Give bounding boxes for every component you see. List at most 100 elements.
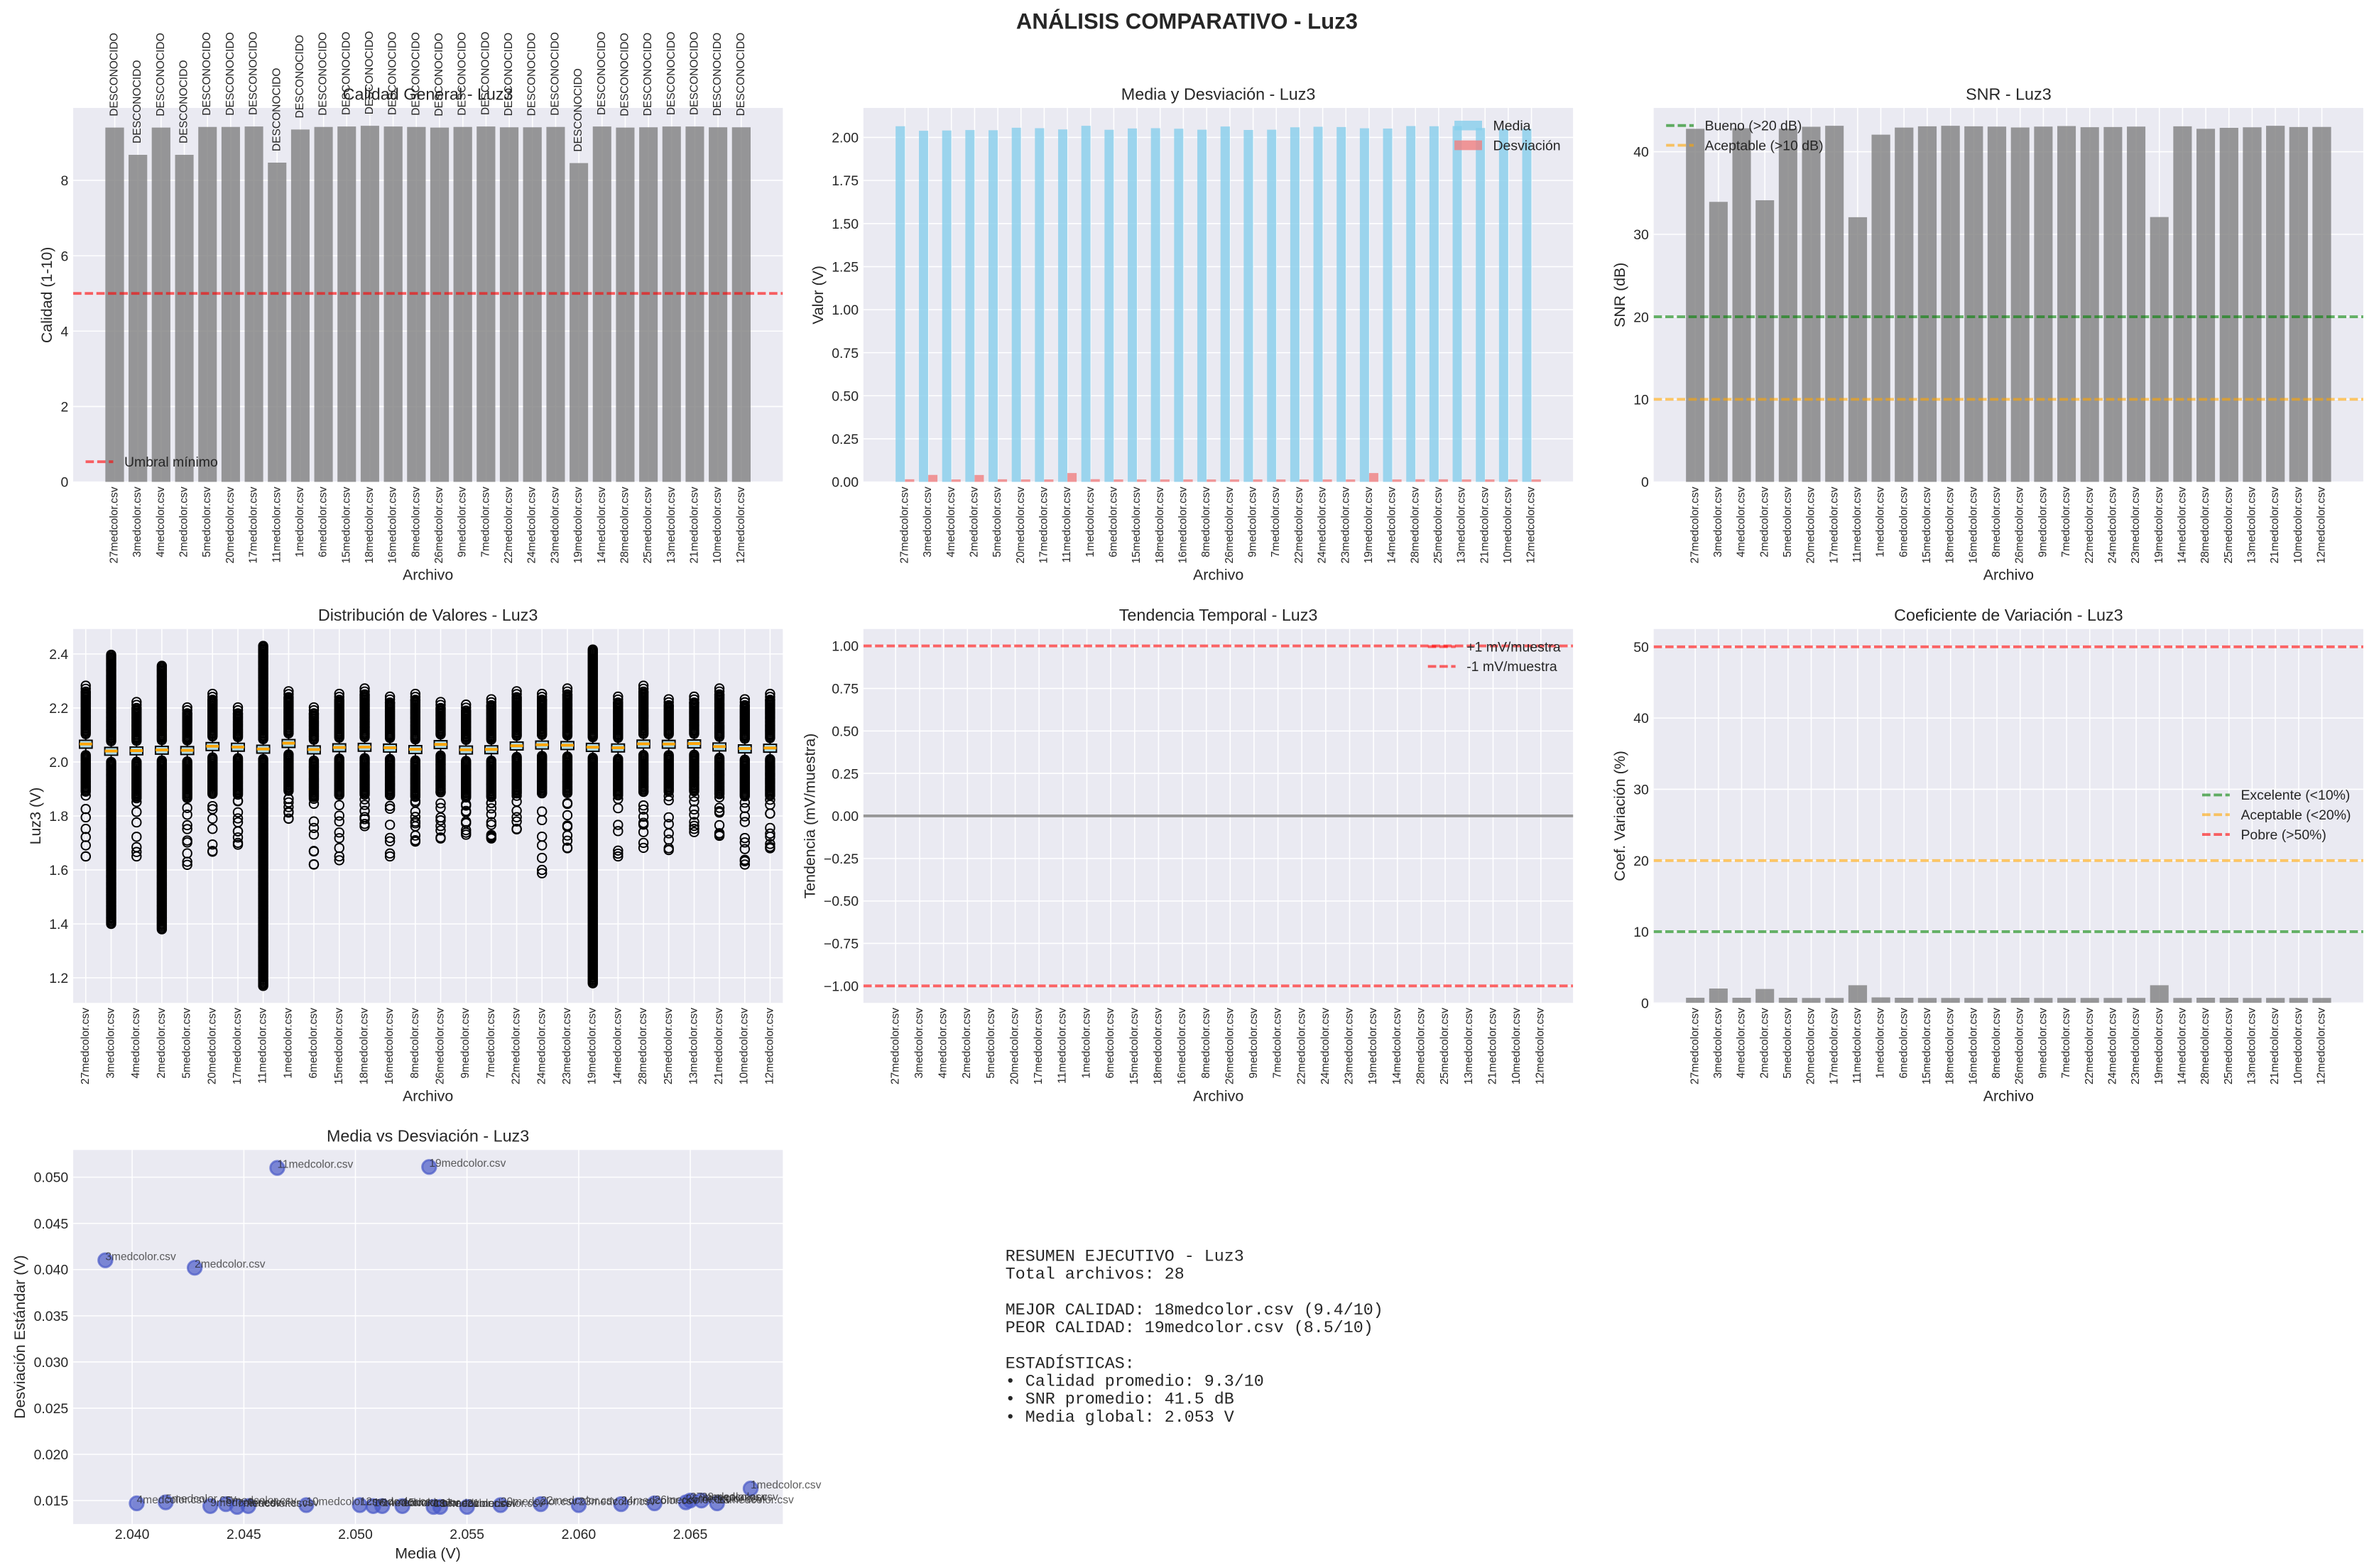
svg-text:6medcolor.csv: 6medcolor.csv [1897, 486, 1910, 557]
svg-text:16medcolor.csv: 16medcolor.csv [383, 1008, 396, 1084]
svg-text:18medcolor.csv: 18medcolor.csv [358, 1008, 370, 1084]
svg-text:23medcolor.csv: 23medcolor.csv [579, 1496, 655, 1508]
svg-text:4medcolor.csv: 4medcolor.csv [937, 1008, 949, 1079]
svg-text:16medcolor.csv: 16medcolor.csv [1967, 486, 1979, 563]
svg-text:7medcolor.csv: 7medcolor.csv [1270, 486, 1282, 557]
svg-text:10medcolor.csv: 10medcolor.csv [2292, 486, 2304, 563]
svg-text:25medcolor.csv: 25medcolor.csv [2223, 1008, 2235, 1084]
svg-text:19medcolor.csv: 19medcolor.csv [429, 1158, 506, 1170]
svg-text:12medcolor.csv: 12medcolor.csv [763, 1008, 775, 1084]
svg-text:26medcolor.csv: 26medcolor.csv [655, 1494, 731, 1506]
svg-text:12medcolor.csv: 12medcolor.csv [1525, 486, 1537, 563]
svg-text:DESCONOCIDO: DESCONOCIDO [410, 32, 422, 115]
svg-text:2medcolor.csv: 2medcolor.csv [156, 1008, 168, 1079]
svg-text:• Media global: 2.053 V: • Media global: 2.053 V [1006, 1409, 1234, 1427]
svg-text:16medcolor.csv: 16medcolor.csv [387, 486, 399, 563]
svg-text:Archivo: Archivo [403, 1088, 453, 1105]
svg-text:2medcolor.csv: 2medcolor.csv [178, 486, 190, 557]
svg-text:DESCONOCIDO: DESCONOCIDO [178, 60, 190, 143]
svg-text:10medcolor.csv: 10medcolor.csv [2292, 1008, 2304, 1084]
svg-text:+1 mV/muestra: +1 mV/muestra [1466, 639, 1561, 655]
svg-text:DESCONOCIDO: DESCONOCIDO [479, 32, 491, 115]
svg-text:5medcolor.csv: 5medcolor.csv [201, 486, 213, 557]
svg-text:14medcolor.csv: 14medcolor.csv [1391, 1008, 1403, 1084]
svg-text:PEOR CALIDAD: 19medcolor.csv (: PEOR CALIDAD: 19medcolor.csv (8.5/10) [1006, 1319, 1373, 1338]
svg-text:17medcolor.csv: 17medcolor.csv [440, 1498, 517, 1510]
svg-text:4medcolor.csv: 4medcolor.csv [945, 486, 957, 557]
svg-text:19medcolor.csv: 19medcolor.csv [2153, 486, 2165, 563]
svg-text:DESCONOCIDO: DESCONOCIDO [155, 33, 167, 116]
svg-text:Media vs Desviación - Luz3: Media vs Desviación - Luz3 [327, 1127, 529, 1145]
svg-text:16medcolor.csv: 16medcolor.csv [374, 1497, 450, 1509]
svg-text:−0.75: −0.75 [824, 937, 859, 952]
svg-text:1.00: 1.00 [832, 303, 859, 318]
svg-text:DESCONOCIDO: DESCONOCIDO [248, 32, 260, 115]
svg-text:15medcolor.csv: 15medcolor.csv [1131, 486, 1143, 563]
svg-text:5medcolor.csv: 5medcolor.csv [1782, 486, 1794, 557]
svg-text:20medcolor.csv: 20medcolor.csv [1805, 486, 1817, 563]
svg-text:0.25: 0.25 [832, 432, 859, 447]
svg-text:27medcolor.csv: 27medcolor.csv [1689, 486, 1701, 563]
svg-text:6medcolor.csv: 6medcolor.csv [1107, 486, 1119, 557]
svg-text:0.00: 0.00 [832, 809, 859, 824]
svg-text:Distribución de Valores - Luz3: Distribución de Valores - Luz3 [318, 606, 538, 624]
svg-text:0.50: 0.50 [832, 388, 859, 404]
svg-text:2.040: 2.040 [115, 1527, 150, 1542]
svg-text:12medcolor.csv: 12medcolor.csv [735, 486, 747, 563]
svg-text:24medcolor.csv: 24medcolor.csv [621, 1495, 698, 1507]
svg-text:18medcolor.csv: 18medcolor.csv [1944, 486, 1956, 563]
svg-text:• Calidad promedio: 9.3/10: • Calidad promedio: 9.3/10 [1006, 1373, 1264, 1392]
svg-text:DESCONOCIDO: DESCONOCIDO [201, 32, 213, 115]
svg-text:7medcolor.csv: 7medcolor.csv [485, 1008, 497, 1079]
svg-text:Archivo: Archivo [403, 567, 453, 584]
svg-text:25medcolor.csv: 25medcolor.csv [642, 486, 654, 563]
svg-text:24medcolor.csv: 24medcolor.csv [2106, 1008, 2118, 1084]
svg-text:20: 20 [1633, 310, 1649, 325]
svg-text:26medcolor.csv: 26medcolor.csv [435, 1008, 447, 1084]
svg-text:MEJOR CALIDAD: 18medcolor.csv: MEJOR CALIDAD: 18medcolor.csv (9.4/10) [1006, 1302, 1383, 1320]
svg-text:11medcolor.csv: 11medcolor.csv [277, 1159, 353, 1171]
svg-text:ANÁLISIS COMPARATIVO - Luz3: ANÁLISIS COMPARATIVO - Luz3 [1016, 9, 1358, 34]
svg-text:2: 2 [60, 399, 68, 415]
svg-text:0.015: 0.015 [34, 1493, 69, 1509]
svg-text:21medcolor.csv: 21medcolor.csv [689, 486, 701, 563]
svg-text:11medcolor.csv: 11medcolor.csv [1851, 1008, 1863, 1084]
svg-text:Desviación Estándar (V): Desviación Estándar (V) [11, 1255, 28, 1418]
svg-text:17medcolor.csv: 17medcolor.csv [1828, 486, 1840, 563]
svg-text:27medcolor.csv: 27medcolor.csv [889, 1008, 901, 1084]
svg-text:8: 8 [60, 173, 68, 189]
svg-text:0.25: 0.25 [832, 766, 859, 782]
svg-text:10medcolor.csv: 10medcolor.csv [712, 486, 724, 563]
svg-text:1.6: 1.6 [49, 863, 68, 878]
svg-text:23medcolor.csv: 23medcolor.csv [561, 1008, 573, 1084]
svg-text:9medcolor.csv: 9medcolor.csv [2037, 1008, 2049, 1079]
svg-text:23medcolor.csv: 23medcolor.csv [1344, 1008, 1356, 1084]
svg-text:Pobre (>50%): Pobre (>50%) [2240, 827, 2326, 843]
svg-text:20medcolor.csv: 20medcolor.csv [501, 1496, 577, 1508]
svg-text:10: 10 [1633, 925, 1649, 940]
svg-text:30: 30 [1633, 227, 1649, 243]
svg-text:SNR - Luz3: SNR - Luz3 [1966, 85, 2052, 103]
svg-text:0.00: 0.00 [832, 475, 859, 491]
svg-text:17medcolor.csv: 17medcolor.csv [232, 1008, 244, 1084]
svg-text:DESCONOCIDO: DESCONOCIDO [271, 68, 283, 151]
svg-text:2.055: 2.055 [450, 1527, 484, 1542]
svg-text:18medcolor.csv: 18medcolor.csv [434, 1498, 511, 1510]
svg-text:1.4: 1.4 [49, 917, 68, 932]
svg-text:2.060: 2.060 [562, 1527, 597, 1542]
svg-text:−1.00: −1.00 [824, 979, 859, 994]
svg-text:0.035: 0.035 [34, 1309, 69, 1324]
svg-text:28medcolor.csv: 28medcolor.csv [619, 486, 631, 563]
svg-text:14medcolor.csv: 14medcolor.csv [2176, 1008, 2188, 1084]
svg-text:11medcolor.csv: 11medcolor.csv [1851, 486, 1863, 562]
svg-text:0.75: 0.75 [832, 682, 859, 697]
svg-text:8medcolor.csv: 8medcolor.csv [410, 486, 422, 557]
svg-text:DESCONOCIDO: DESCONOCIDO [619, 33, 631, 116]
svg-text:26medcolor.csv: 26medcolor.csv [1224, 486, 1236, 563]
svg-text:10medcolor.csv: 10medcolor.csv [306, 1496, 383, 1508]
svg-text:DESCONOCIDO: DESCONOCIDO [572, 68, 584, 151]
svg-text:11medcolor.csv: 11medcolor.csv [1061, 486, 1073, 562]
svg-text:13medcolor.csv: 13medcolor.csv [2245, 1008, 2258, 1084]
svg-text:13medcolor.csv: 13medcolor.csv [1463, 1008, 1475, 1084]
svg-text:15medcolor.csv: 15medcolor.csv [340, 486, 352, 563]
